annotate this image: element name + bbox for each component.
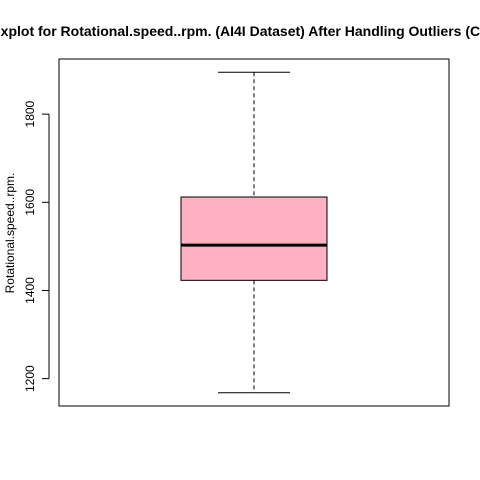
iqr-box (180, 196, 328, 281)
y-tick-label: 1200 (23, 365, 37, 392)
y-axis: 1200 1400 1600 1800 (23, 100, 50, 392)
box-marks (180, 71, 328, 394)
y-axis-label: Rotational.speed..rpm. (3, 173, 17, 294)
y-tick-label: 1400 (23, 277, 37, 304)
y-tick-label: 1800 (23, 100, 37, 127)
plot-frame (58, 58, 450, 407)
chart-title: Boxplot for Rotational.speed..rpm. (AI4I… (0, 23, 480, 39)
y-tick-label: 1600 (23, 189, 37, 216)
